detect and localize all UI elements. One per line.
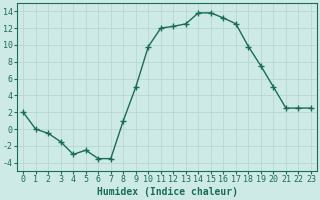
X-axis label: Humidex (Indice chaleur): Humidex (Indice chaleur): [97, 187, 237, 197]
